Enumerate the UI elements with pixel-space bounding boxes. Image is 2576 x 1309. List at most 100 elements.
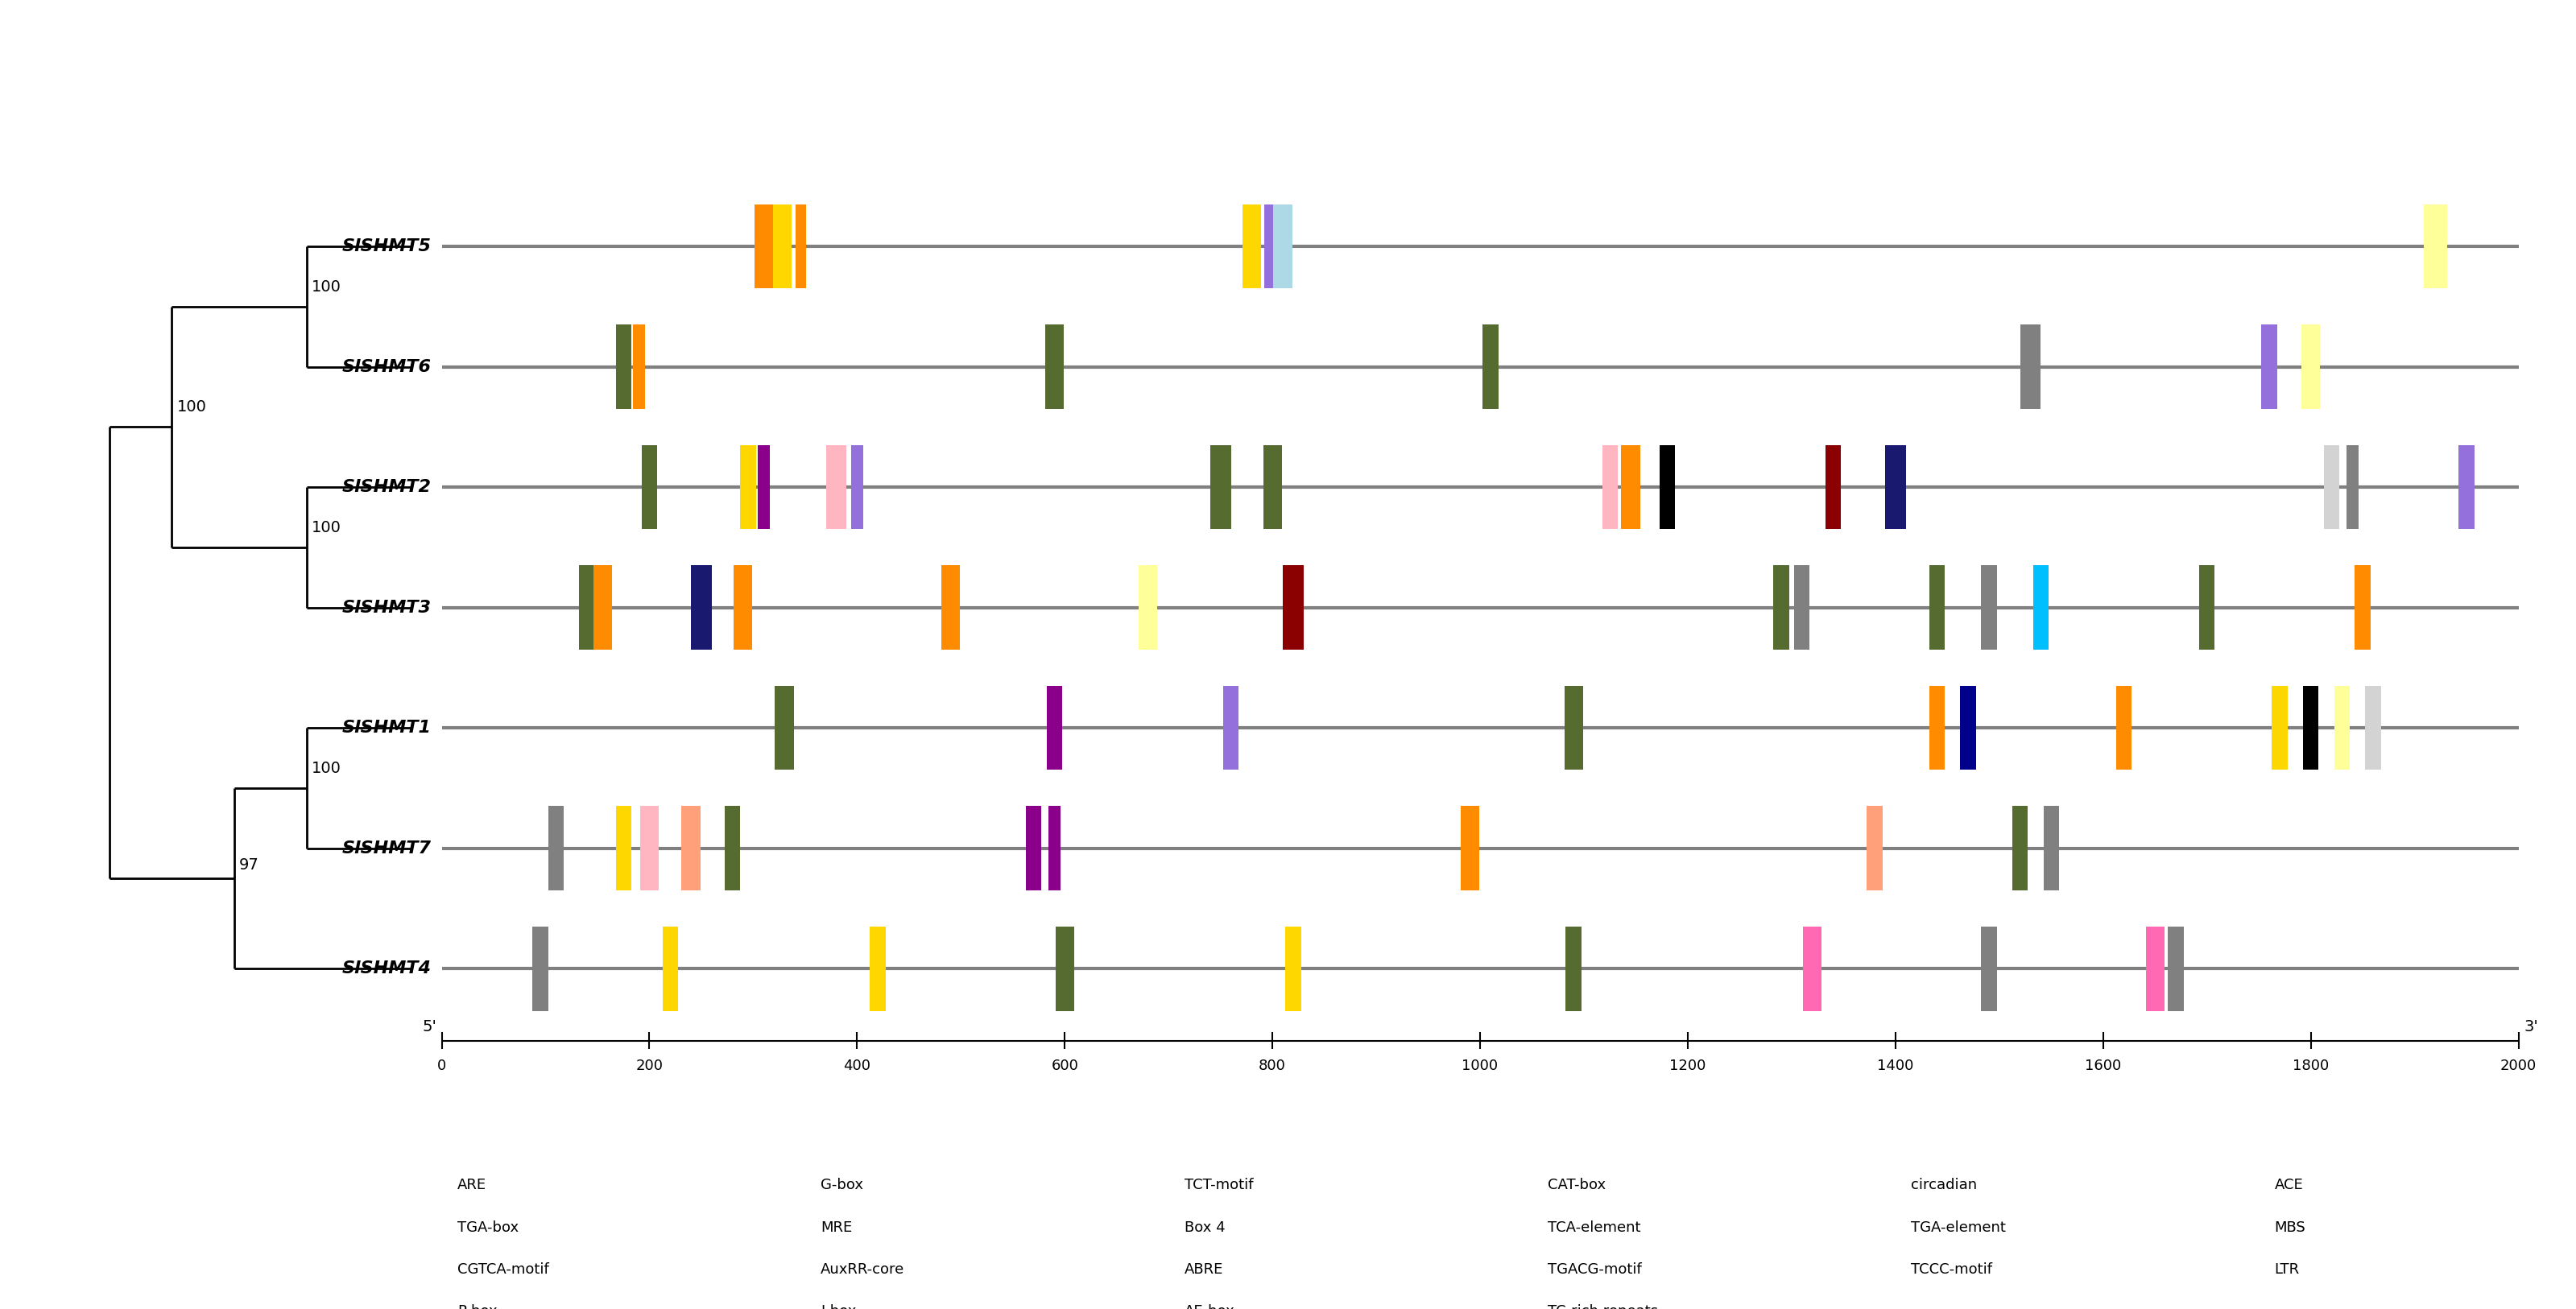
Bar bbox=[592, 565, 613, 649]
Bar bbox=[1283, 565, 1303, 649]
Bar bbox=[1211, 445, 1231, 529]
Bar bbox=[2354, 565, 2370, 649]
Text: 5': 5' bbox=[422, 1020, 435, 1035]
Bar bbox=[616, 325, 631, 408]
Text: 100: 100 bbox=[178, 399, 206, 415]
Bar bbox=[1461, 806, 1479, 890]
Bar bbox=[2347, 445, 2360, 529]
Text: TCA-element: TCA-element bbox=[1548, 1220, 1641, 1234]
Text: TGA-box: TGA-box bbox=[459, 1220, 518, 1234]
Bar bbox=[2300, 325, 2321, 408]
Bar bbox=[2228, 1215, 2264, 1241]
Bar bbox=[1262, 445, 1283, 529]
Bar bbox=[1502, 1172, 1538, 1199]
Bar bbox=[1046, 325, 1064, 408]
Bar bbox=[2228, 1257, 2264, 1283]
Bar bbox=[1046, 686, 1061, 770]
Bar bbox=[2424, 204, 2447, 288]
Text: TC-rich repeats: TC-rich repeats bbox=[1548, 1305, 1659, 1309]
Text: CGTCA-motif: CGTCA-motif bbox=[459, 1262, 549, 1276]
Bar bbox=[734, 565, 752, 649]
Text: MRE: MRE bbox=[822, 1220, 853, 1234]
Bar bbox=[773, 204, 791, 288]
Bar bbox=[2458, 445, 2476, 529]
Bar bbox=[1056, 927, 1074, 1011]
Text: TGA-element: TGA-element bbox=[1911, 1220, 2007, 1234]
Bar bbox=[775, 686, 793, 770]
Bar bbox=[1139, 565, 1157, 649]
Text: SlSHMT1: SlSHMT1 bbox=[343, 720, 430, 736]
Text: 3': 3' bbox=[2524, 1020, 2537, 1035]
Bar bbox=[2115, 686, 2133, 770]
Text: TGACG-motif: TGACG-motif bbox=[1548, 1262, 1641, 1276]
Bar bbox=[410, 1299, 446, 1309]
Bar bbox=[1139, 1299, 1175, 1309]
Bar bbox=[2262, 325, 2277, 408]
Bar bbox=[2169, 927, 2184, 1011]
Bar bbox=[1960, 686, 1976, 770]
Bar bbox=[773, 1215, 811, 1241]
Bar bbox=[2228, 1172, 2264, 1199]
Text: ACE: ACE bbox=[2275, 1178, 2303, 1192]
Bar bbox=[796, 204, 806, 288]
Bar bbox=[1048, 806, 1061, 890]
Bar bbox=[616, 806, 631, 890]
Bar bbox=[773, 1299, 811, 1309]
Text: CAT-box: CAT-box bbox=[1548, 1178, 1605, 1192]
Bar bbox=[1865, 1215, 1901, 1241]
Text: SlSHMT7: SlSHMT7 bbox=[343, 840, 430, 856]
Bar bbox=[1273, 204, 1293, 288]
Bar bbox=[755, 204, 773, 288]
Text: SlSHMT4: SlSHMT4 bbox=[343, 961, 430, 977]
Text: 100: 100 bbox=[312, 761, 343, 776]
Bar bbox=[850, 445, 863, 529]
Bar bbox=[1566, 927, 1582, 1011]
Text: Box 4: Box 4 bbox=[1185, 1220, 1226, 1234]
Bar bbox=[1865, 1172, 1901, 1199]
Text: 1400: 1400 bbox=[1878, 1059, 1914, 1073]
Text: ABRE: ABRE bbox=[1185, 1262, 1224, 1276]
Bar bbox=[1865, 1257, 1901, 1283]
Bar bbox=[2272, 686, 2287, 770]
Bar bbox=[773, 1172, 811, 1199]
Bar bbox=[940, 565, 961, 649]
Bar bbox=[533, 927, 549, 1011]
Bar bbox=[1981, 927, 1996, 1011]
Text: 400: 400 bbox=[842, 1059, 871, 1073]
Bar bbox=[1285, 927, 1301, 1011]
Text: I-box: I-box bbox=[822, 1305, 855, 1309]
Bar bbox=[739, 445, 755, 529]
Text: AuxRR-core: AuxRR-core bbox=[822, 1262, 904, 1276]
Text: 1000: 1000 bbox=[1463, 1059, 1499, 1073]
Text: TCCC-motif: TCCC-motif bbox=[1911, 1262, 1991, 1276]
Bar bbox=[2032, 565, 2048, 649]
Text: 2000: 2000 bbox=[2501, 1059, 2537, 1073]
Text: 600: 600 bbox=[1051, 1059, 1079, 1073]
Bar bbox=[662, 927, 677, 1011]
Bar bbox=[1772, 565, 1788, 649]
Text: 97: 97 bbox=[240, 857, 260, 872]
Bar bbox=[2324, 445, 2339, 529]
Bar bbox=[757, 445, 770, 529]
Bar bbox=[2365, 686, 2380, 770]
Bar bbox=[410, 1172, 446, 1199]
Bar bbox=[1620, 445, 1641, 529]
Bar bbox=[1826, 445, 1842, 529]
Text: MBS: MBS bbox=[2275, 1220, 2306, 1234]
Text: SlSHMT2: SlSHMT2 bbox=[343, 479, 430, 495]
Text: 0: 0 bbox=[438, 1059, 446, 1073]
Text: 100: 100 bbox=[312, 279, 343, 295]
Bar bbox=[2043, 806, 2058, 890]
Text: 200: 200 bbox=[636, 1059, 662, 1073]
Text: LTR: LTR bbox=[2275, 1262, 2300, 1276]
Bar bbox=[634, 325, 644, 408]
Bar bbox=[1224, 686, 1239, 770]
Bar bbox=[549, 806, 564, 890]
Bar bbox=[2012, 806, 2027, 890]
Text: 800: 800 bbox=[1260, 1059, 1285, 1073]
Bar bbox=[1868, 806, 1883, 890]
Text: ARE: ARE bbox=[459, 1178, 487, 1192]
Text: SlSHMT5: SlSHMT5 bbox=[343, 238, 430, 254]
Bar bbox=[1139, 1257, 1175, 1283]
Text: G-box: G-box bbox=[822, 1178, 863, 1192]
